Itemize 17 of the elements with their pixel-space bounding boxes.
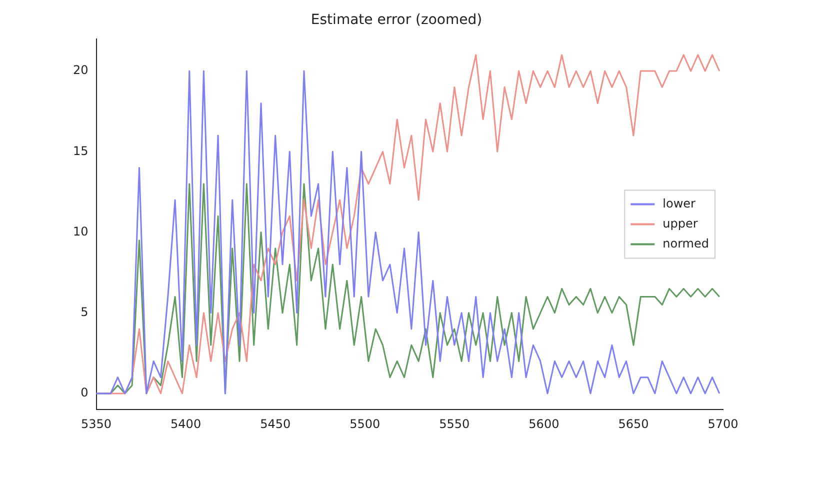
y-tick-label: 5 xyxy=(80,304,88,319)
y-tick-label: 15 xyxy=(72,144,88,158)
x-tick-label: 5500 xyxy=(350,416,380,431)
legend-label: upper xyxy=(662,216,698,230)
legend-label: normed xyxy=(662,236,709,250)
x-tick-label: 5550 xyxy=(439,416,470,431)
legend-label: lower xyxy=(662,196,696,210)
y-tick-label: 10 xyxy=(72,224,88,238)
x-tick-label: 5700 xyxy=(708,416,738,431)
x-tick-label: 5650 xyxy=(618,416,649,431)
x-tick-label: 5350 xyxy=(80,416,112,431)
x-tick-label: 5400 xyxy=(170,416,202,431)
y-tick-label: 20 xyxy=(72,63,88,78)
y-tick-label: 0 xyxy=(80,386,88,400)
chart-title: Estimate error (zoomed) xyxy=(310,12,482,28)
x-tick-label: 5450 xyxy=(260,416,291,431)
x-tick-label: 5600 xyxy=(528,416,560,431)
